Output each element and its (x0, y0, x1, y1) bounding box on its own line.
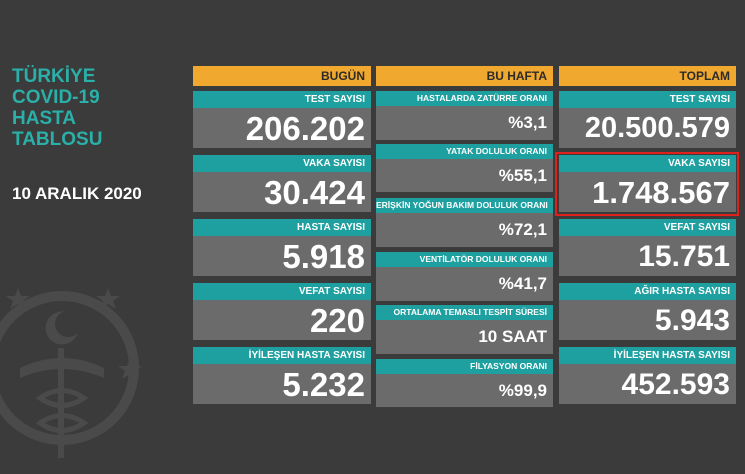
card-value: %72,1 (376, 213, 553, 247)
today-column: BUGÜN (193, 66, 371, 91)
today-header: BUGÜN (193, 66, 371, 86)
week-icu-card: ERİŞKİN YOĞUN BAKIM DOLULUK ORANI %72,1 (376, 198, 553, 247)
page-title: TÜRKİYE COVID-19 HASTA TABLOSU (12, 66, 162, 150)
title-line: TABLOSU (12, 129, 103, 150)
total-death-card: VEFAT SAYISI 15.751 (559, 219, 736, 276)
card-value: 5.943 (559, 300, 736, 340)
card-label: VEFAT SAYISI (559, 219, 736, 236)
card-value: 30.424 (193, 172, 371, 212)
highlight-box (555, 152, 739, 216)
today-death-card: VEFAT SAYISI 220 (193, 283, 371, 340)
card-value: 452.593 (559, 364, 736, 404)
card-label: TEST SAYISI (193, 91, 371, 108)
card-label: İYİLEŞEN HASTA SAYISI (193, 347, 371, 364)
total-header: TOPLAM (559, 66, 736, 86)
card-label: TEST SAYISI (559, 91, 736, 108)
total-column: TOPLAM (559, 66, 736, 91)
today-case-card: VAKA SAYISI 30.424 (193, 155, 371, 212)
week-bed-card: YATAK DOLULUK ORANI %55,1 (376, 144, 553, 192)
today-patient-card: HASTA SAYISI 5.918 (193, 219, 371, 276)
card-label: İYİLEŞEN HASTA SAYISI (559, 347, 736, 364)
card-label: ORTALAMA TEMASLI TESPİT SÜRESİ (376, 305, 553, 320)
card-label: VAKA SAYISI (559, 155, 736, 172)
week-contact-card: ORTALAMA TEMASLI TESPİT SÜRESİ 10 SAAT (376, 305, 553, 354)
ministry-emblem-icon (0, 288, 142, 458)
title-line: TÜRKİYE (12, 66, 96, 87)
today-test-card: TEST SAYISI 206.202 (193, 91, 371, 148)
card-label: FİLYASYON ORANI (376, 359, 553, 374)
card-label: HASTALARDA ZATÜRRE ORANI (376, 91, 553, 106)
total-test-card: TEST SAYISI 20.500.579 (559, 91, 736, 148)
card-value: %3,1 (376, 106, 553, 140)
title-line: HASTA (12, 108, 77, 129)
card-label: AĞIR HASTA SAYISI (559, 283, 736, 300)
week-column: BU HAFTA (376, 66, 553, 91)
card-label: VEFAT SAYISI (193, 283, 371, 300)
card-value: 15.751 (559, 236, 736, 276)
card-value: 206.202 (193, 108, 371, 148)
card-value: %55,1 (376, 159, 553, 192)
total-case-card: VAKA SAYISI 1.748.567 (559, 155, 736, 212)
card-value: %99,9 (376, 374, 553, 407)
report-date: 10 ARALIK 2020 (12, 184, 142, 203)
card-value: 220 (193, 300, 371, 340)
card-label: HASTA SAYISI (193, 219, 371, 236)
card-label: YATAK DOLULUK ORANI (376, 144, 553, 159)
week-filiation-card: FİLYASYON ORANI %99,9 (376, 359, 553, 407)
card-value: 10 SAAT (376, 320, 553, 354)
total-severe-card: AĞIR HASTA SAYISI 5.943 (559, 283, 736, 340)
card-label: ERİŞKİN YOĞUN BAKIM DOLULUK ORANI (376, 198, 553, 213)
card-value: %41,7 (376, 267, 553, 301)
total-recovered-card: İYİLEŞEN HASTA SAYISI 452.593 (559, 347, 736, 404)
card-label: VAKA SAYISI (193, 155, 371, 172)
card-value: 1.748.567 (559, 172, 736, 212)
week-pneumonia-card: HASTALARDA ZATÜRRE ORANI %3,1 (376, 91, 553, 140)
card-value: 5.232 (193, 364, 371, 404)
card-value: 20.500.579 (559, 108, 736, 148)
card-label: VENTİLATÖR DOLULUK ORANI (376, 252, 553, 267)
card-value: 5.918 (193, 236, 371, 276)
week-ventilator-card: VENTİLATÖR DOLULUK ORANI %41,7 (376, 252, 553, 301)
week-header: BU HAFTA (376, 66, 553, 86)
today-recovered-card: İYİLEŞEN HASTA SAYISI 5.232 (193, 347, 371, 404)
title-line: COVID-19 (12, 87, 100, 108)
